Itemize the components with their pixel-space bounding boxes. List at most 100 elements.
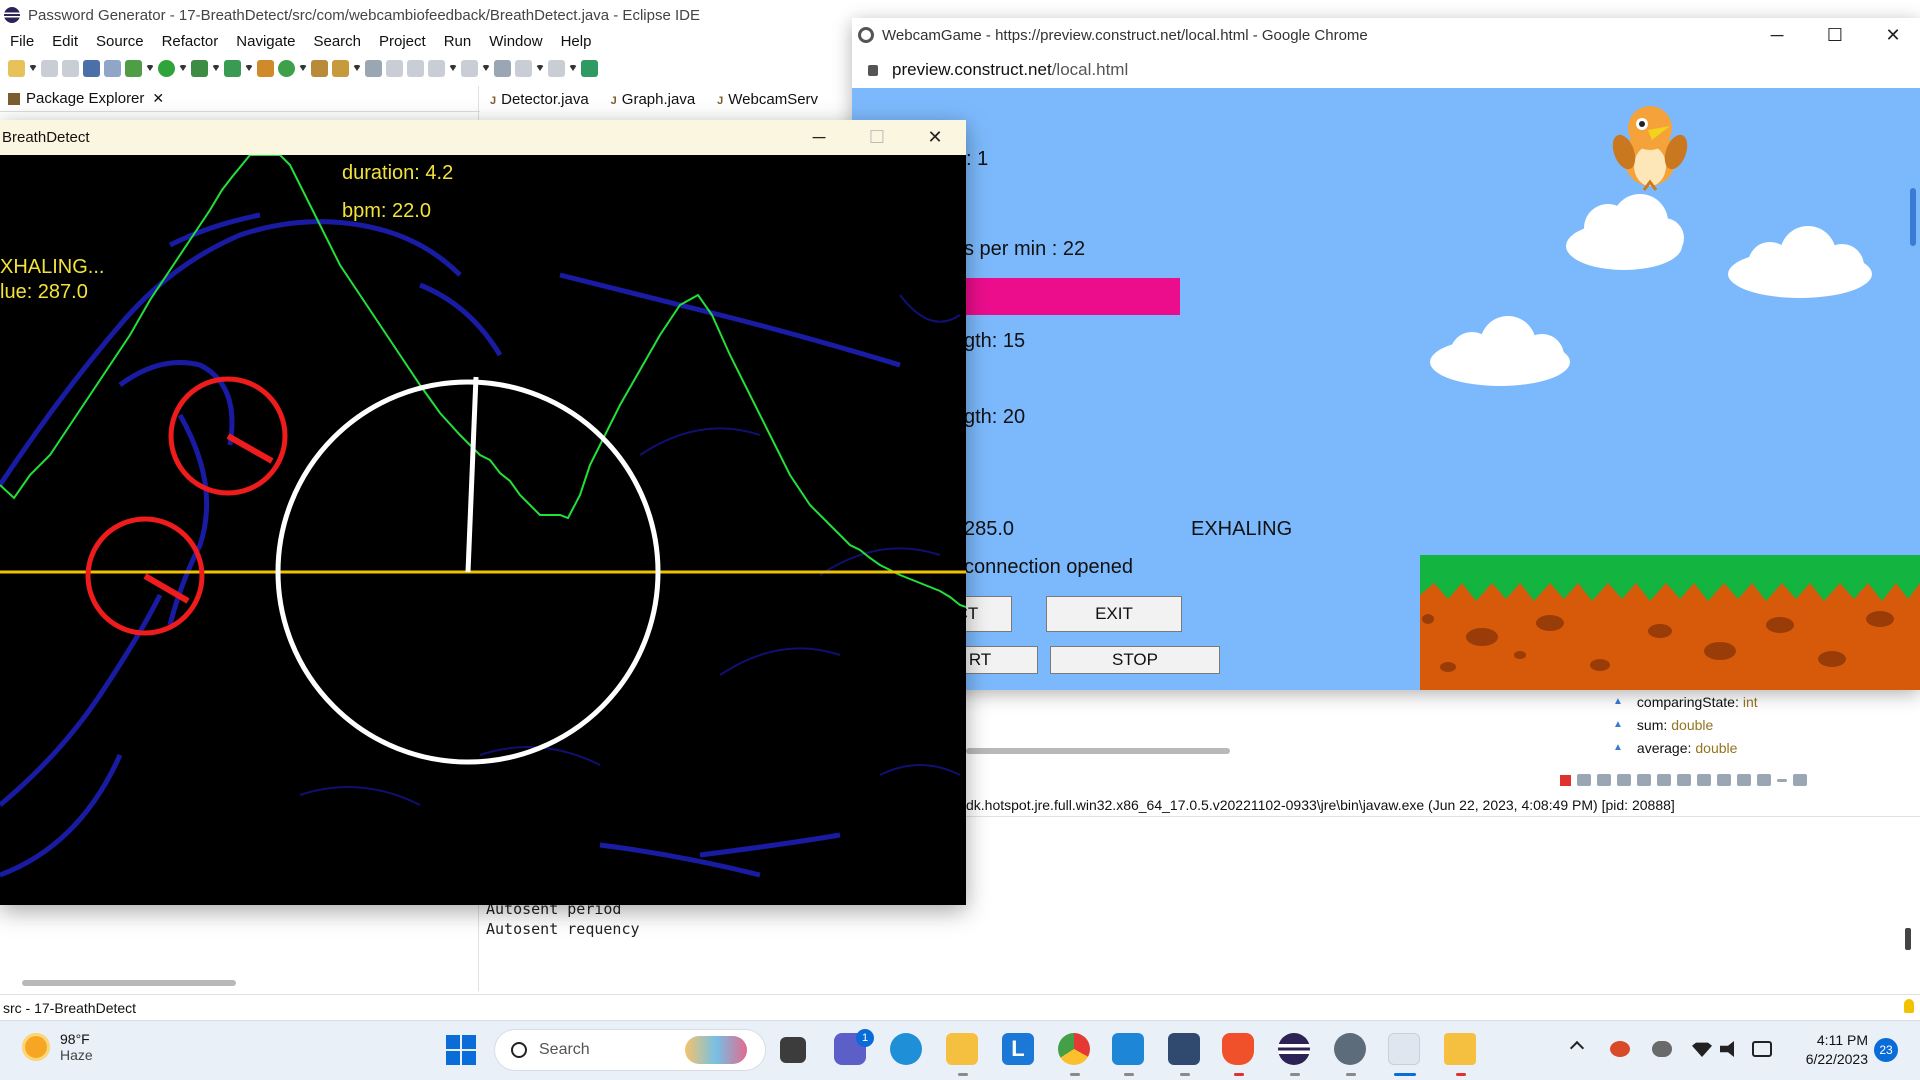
- coverage-dropdown-icon[interactable]: [212, 65, 220, 71]
- weather-widget[interactable]: 98°F Haze: [22, 1031, 93, 1063]
- page-scrollbar[interactable]: [1910, 188, 1916, 246]
- external-tools-dropdown-icon[interactable]: [245, 65, 253, 71]
- wifi-icon[interactable]: [1692, 1042, 1712, 1057]
- pin-console-icon[interactable]: [1717, 774, 1731, 786]
- volume-icon[interactable]: [1720, 1041, 1734, 1057]
- notification-badge[interactable]: 23: [1874, 1038, 1898, 1062]
- debug-dropdown-icon[interactable]: [146, 65, 154, 71]
- file-explorer-icon[interactable]: [946, 1033, 978, 1065]
- stop-button[interactable]: STOP: [1050, 646, 1220, 674]
- menu-source[interactable]: Source: [96, 32, 144, 50]
- menu-window[interactable]: Window: [489, 32, 543, 50]
- editor-horizontal-scrollbar[interactable]: [966, 748, 1230, 754]
- show-whitespace-icon[interactable]: [407, 59, 424, 77]
- tab-detector-java[interactable]: Detector.java: [490, 91, 589, 108]
- task-view-icon[interactable]: [780, 1037, 806, 1063]
- terminate-icon[interactable]: [1560, 774, 1571, 786]
- prev-annotation-dropdown-icon[interactable]: [482, 65, 490, 71]
- menu-file[interactable]: File: [10, 32, 35, 50]
- tab-graph-java[interactable]: Graph.java: [611, 91, 695, 108]
- debug-icon[interactable]: [125, 59, 142, 77]
- external-tools-icon[interactable]: [224, 59, 241, 77]
- chrome-icon[interactable]: [1058, 1033, 1090, 1065]
- onedrive-cloud-icon[interactable]: [1652, 1041, 1672, 1057]
- address-bar[interactable]: preview.construct.net/local.html: [852, 52, 1920, 88]
- forward-icon[interactable]: [548, 59, 565, 77]
- terminal-icon[interactable]: [83, 59, 100, 77]
- run-icon[interactable]: [158, 59, 175, 77]
- search-dropdown-icon[interactable]: [353, 65, 361, 71]
- video-player-icon[interactable]: [1388, 1033, 1420, 1065]
- lock-icon[interactable]: [868, 64, 878, 76]
- outline-item[interactable]: ▲ average : double: [1613, 739, 1738, 756]
- remove-all-launches-icon[interactable]: [1597, 774, 1611, 786]
- vscode-icon[interactable]: [1112, 1033, 1144, 1065]
- app-icon[interactable]: [1168, 1033, 1200, 1065]
- outline-item[interactable]: ▲ comparingState : int: [1613, 693, 1758, 710]
- menu-navigate[interactable]: Navigate: [236, 32, 296, 50]
- back-dropdown-icon[interactable]: [536, 65, 544, 71]
- new-icon[interactable]: [8, 59, 25, 77]
- close-button[interactable]: ✕: [1885, 25, 1901, 45]
- show-console-stderr-icon[interactable]: [1697, 774, 1711, 786]
- scroll-lock-icon[interactable]: [1637, 774, 1651, 786]
- new-java-package-icon[interactable]: [257, 59, 274, 77]
- tab-webcamserver-java[interactable]: WebcamServ: [717, 91, 818, 108]
- save-all-icon[interactable]: [62, 59, 79, 77]
- lightbulb-icon[interactable]: [1904, 999, 1914, 1013]
- system-clock[interactable]: 4:11 PM 6/22/2023: [1790, 1031, 1868, 1069]
- next-annotation-dropdown-icon[interactable]: [449, 65, 457, 71]
- battery-icon[interactable]: [1752, 1041, 1772, 1057]
- maximize-button[interactable]: ☐: [868, 127, 886, 147]
- last-edit-icon[interactable]: [494, 59, 511, 77]
- minimize-button[interactable]: ─: [1770, 25, 1784, 45]
- run-dropdown-icon[interactable]: [179, 65, 187, 71]
- maximize-icon[interactable]: [1793, 774, 1807, 786]
- skip-breakpoints-icon[interactable]: [104, 59, 121, 77]
- brave-icon[interactable]: [1222, 1033, 1254, 1065]
- eclipse-taskbar-icon[interactable]: [1278, 1033, 1310, 1065]
- settings-gear-icon[interactable]: [1334, 1033, 1366, 1065]
- sync-icon[interactable]: [1610, 1041, 1630, 1057]
- show-console-stdout-icon[interactable]: [1677, 774, 1691, 786]
- new-class-dropdown-icon[interactable]: [299, 65, 307, 71]
- open-type-icon[interactable]: [311, 59, 328, 77]
- start-button[interactable]: [446, 1035, 476, 1065]
- save-icon[interactable]: [41, 59, 58, 77]
- folder-icon[interactable]: [1444, 1033, 1476, 1065]
- exit-button[interactable]: EXIT: [1046, 596, 1182, 632]
- clear-console-icon[interactable]: [1617, 774, 1631, 786]
- search-tool-icon[interactable]: [332, 59, 349, 77]
- toggle-mark-occurrences-icon[interactable]: [365, 59, 382, 77]
- menu-search[interactable]: Search: [313, 32, 361, 50]
- back-icon[interactable]: [515, 59, 532, 77]
- game-canvas[interactable]: : 1 s per min : 22 gth: 15 gth: 20 285.0…: [852, 88, 1920, 690]
- menu-run[interactable]: Run: [443, 32, 472, 50]
- word-wrap-icon[interactable]: [1657, 774, 1671, 786]
- prev-annotation-icon[interactable]: [461, 59, 478, 77]
- edge-icon[interactable]: [890, 1033, 922, 1065]
- minimize-icon[interactable]: [1777, 778, 1787, 782]
- forward-dropdown-icon[interactable]: [569, 65, 577, 71]
- explorer-horizontal-scrollbar[interactable]: [22, 980, 236, 986]
- taskbar-search[interactable]: Search: [494, 1029, 766, 1071]
- menu-project[interactable]: Project: [379, 32, 426, 50]
- open-perspective-icon[interactable]: [581, 59, 598, 77]
- lightshot-icon[interactable]: L: [1002, 1033, 1034, 1065]
- close-button[interactable]: ✕: [927, 127, 943, 147]
- console-vertical-scrollbar[interactable]: [1905, 928, 1911, 950]
- new-dropdown-icon[interactable]: [29, 65, 37, 71]
- remove-launch-icon[interactable]: [1577, 774, 1591, 786]
- new-java-class-icon[interactable]: [278, 59, 295, 77]
- next-annotation-icon[interactable]: [428, 59, 445, 77]
- maximize-button[interactable]: ☐: [1826, 25, 1844, 45]
- open-console-icon[interactable]: [1757, 774, 1771, 786]
- menu-edit[interactable]: Edit: [52, 32, 79, 50]
- chevron-up-icon[interactable]: [1569, 1040, 1585, 1056]
- menu-help[interactable]: Help: [560, 32, 592, 50]
- display-console-icon[interactable]: [1737, 774, 1751, 786]
- minimize-button[interactable]: ─: [812, 127, 826, 147]
- block-selection-icon[interactable]: [386, 59, 403, 77]
- menu-refactor[interactable]: Refactor: [161, 32, 219, 50]
- package-explorer-tab[interactable]: Package Explorer ✕: [0, 86, 480, 112]
